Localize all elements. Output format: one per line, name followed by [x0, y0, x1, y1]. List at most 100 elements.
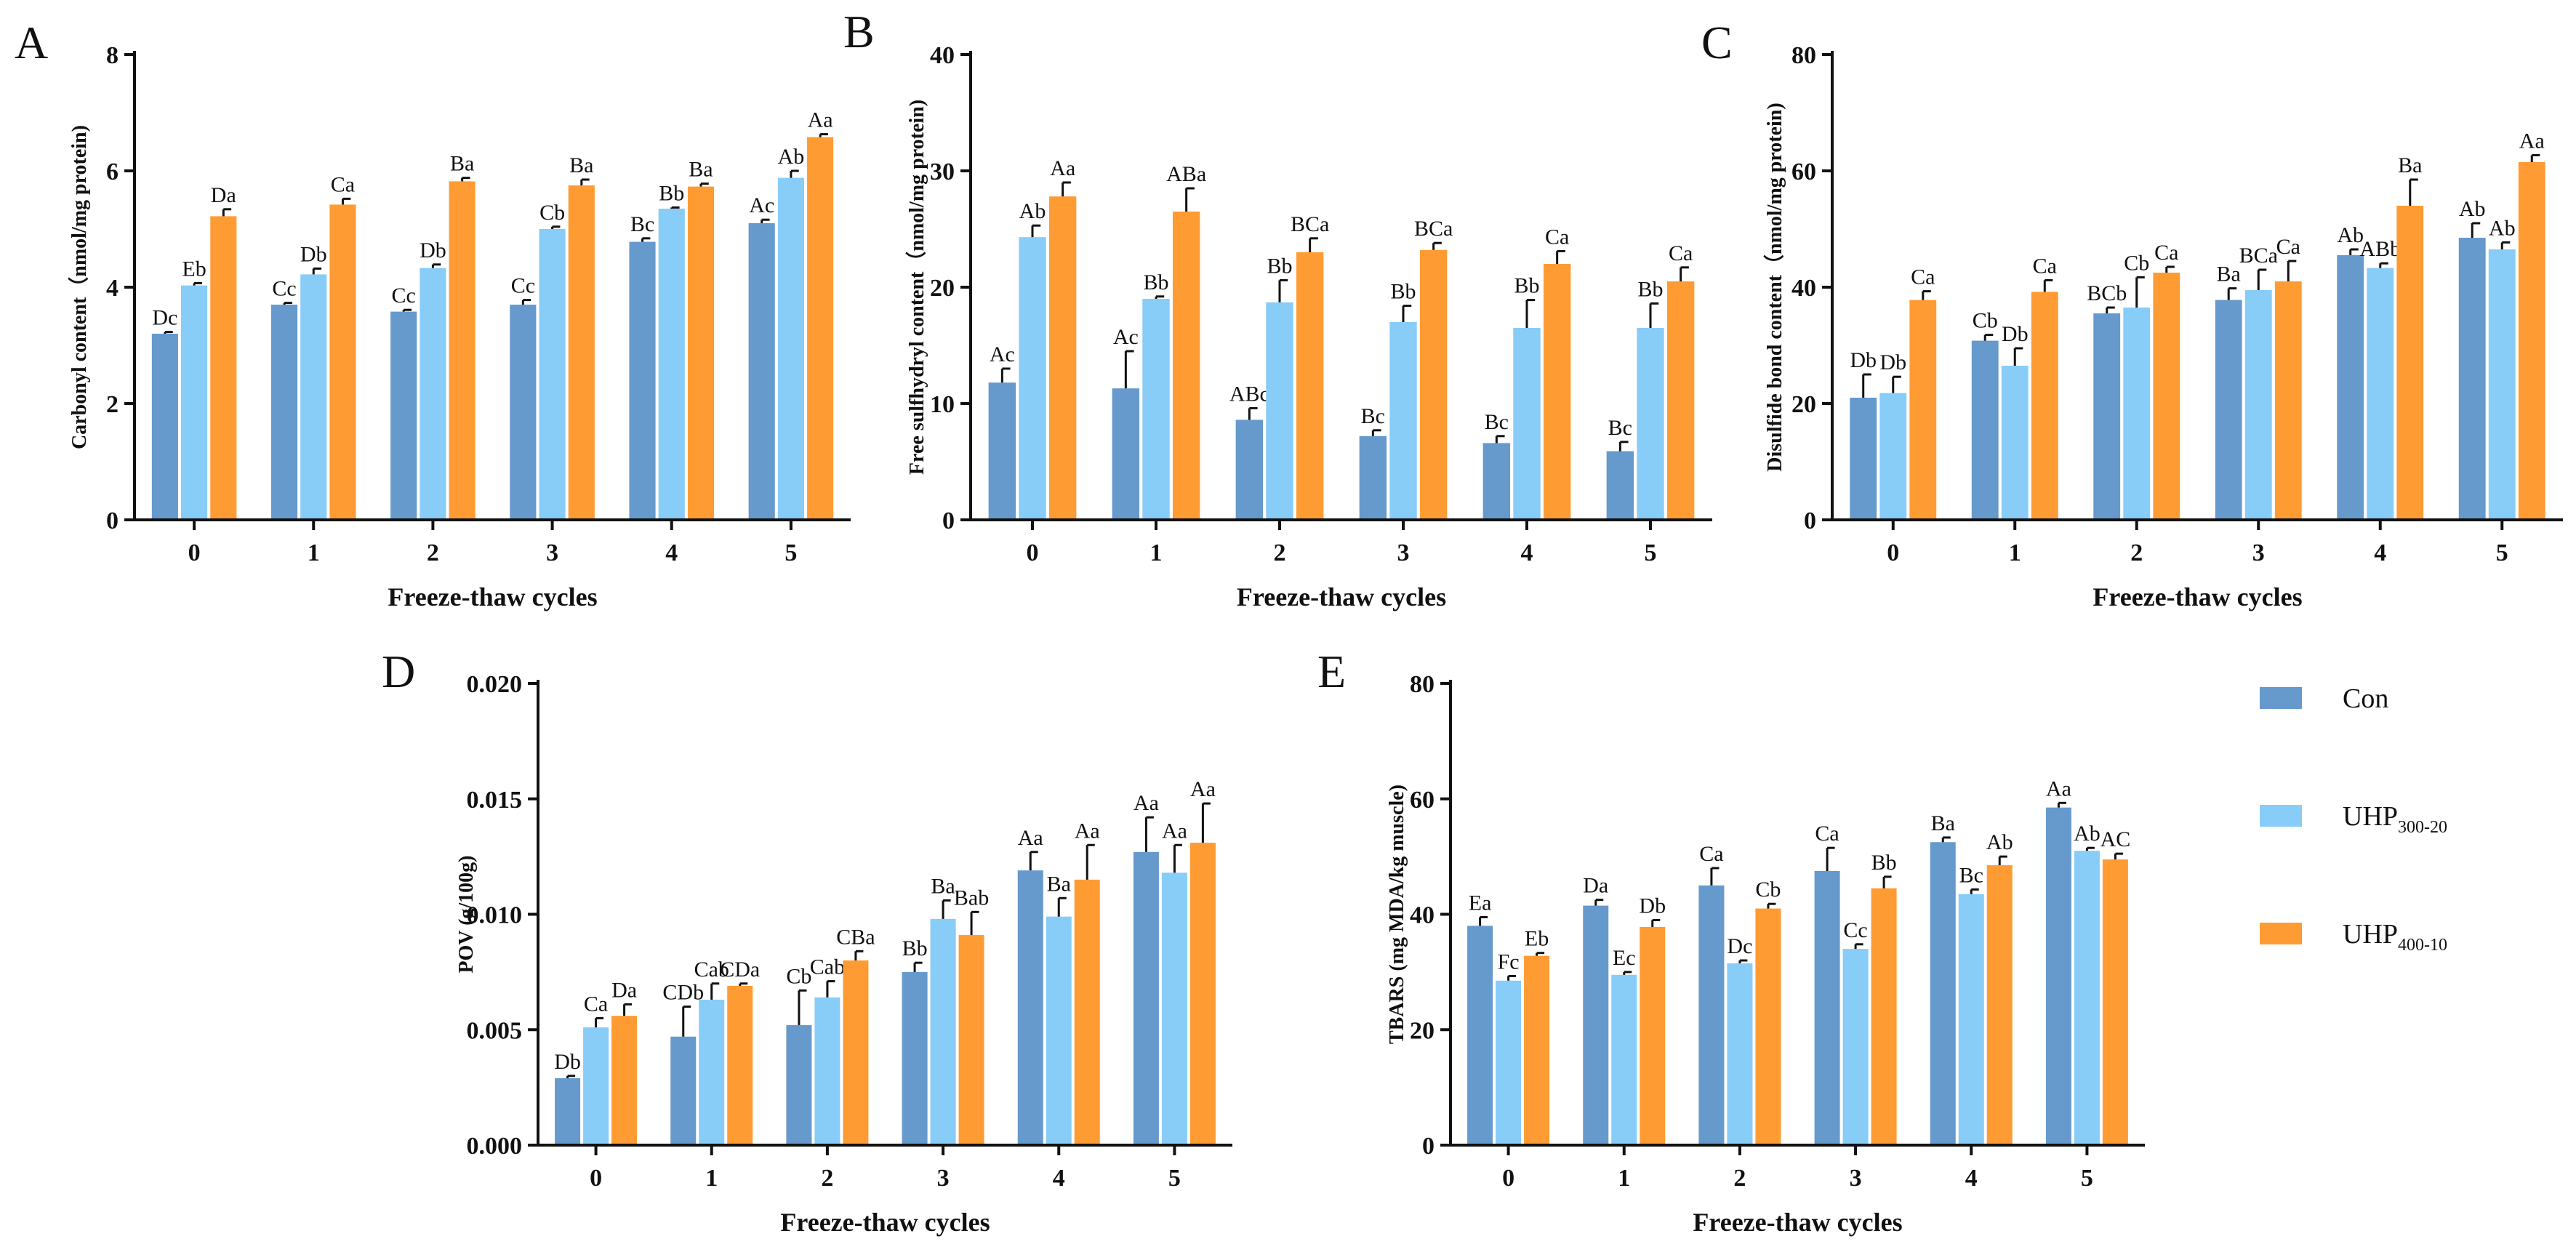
bar [151, 334, 178, 520]
bar [988, 382, 1016, 520]
x-tick-label: 3 [1397, 539, 1410, 566]
legend-label: UHP400-10 [2343, 919, 2447, 955]
bar-label: Cc [392, 284, 416, 308]
bar-label: Ec [1613, 946, 1636, 970]
bar-label: Cb [2124, 251, 2149, 275]
bar [1606, 451, 1634, 520]
bar-label: Ba [689, 158, 713, 182]
y-tick-label: 60 [1410, 787, 1435, 814]
bar [1850, 398, 1877, 520]
bar [1046, 916, 1072, 1145]
bar [2396, 206, 2424, 520]
bar [2367, 268, 2394, 520]
bar-label: Bc [1608, 416, 1632, 440]
legend-label: UHP300-20 [2343, 801, 2447, 837]
bar [1266, 302, 1293, 520]
bar-label: Ca [1699, 842, 1723, 866]
bar-label: Bb [1267, 254, 1292, 278]
panel-letter: C [1701, 17, 1733, 68]
bar [1755, 908, 1781, 1145]
bar [2031, 292, 2058, 520]
bar [2102, 859, 2128, 1145]
bar [658, 209, 685, 520]
bar [1235, 420, 1264, 520]
bar [1482, 443, 1511, 520]
x-tick-label: 1 [2009, 539, 2021, 566]
legend-label-base: UHP [2343, 801, 2398, 832]
bar-label: Cab [810, 955, 845, 979]
bar-label: Aa [2519, 129, 2545, 153]
bar [1133, 851, 1159, 1145]
bar [1640, 926, 1666, 1145]
bar [2488, 249, 2516, 520]
bar-label: Db [1639, 894, 1666, 918]
bar-label: Ba [569, 153, 593, 177]
y-tick-label: 0.005 [467, 1017, 523, 1044]
bar-label: Cb [539, 201, 565, 225]
bar [1666, 281, 1695, 520]
bar-label: Ca [1911, 265, 1935, 289]
bar-label: Ba [931, 874, 955, 898]
legend-label-subscript: 300-20 [2398, 818, 2447, 837]
bar-label: CBa [836, 925, 875, 949]
bar-label: Cc [1843, 918, 1867, 942]
x-tick-label: 3 [937, 1165, 950, 1192]
bar [1909, 300, 1937, 520]
x-tick-label: 5 [2496, 539, 2508, 566]
y-tick-label: 0 [106, 507, 119, 534]
bar-label: Da [611, 978, 637, 1002]
bar-label: Aa [1190, 777, 1216, 801]
bar-label: Ac [1113, 325, 1139, 349]
bar [843, 960, 869, 1145]
x-tick-label: 1 [308, 539, 320, 566]
bar [329, 204, 356, 520]
bar-label: ABc [1229, 382, 1269, 406]
y-tick-label: 20 [930, 275, 955, 302]
bar-label: BCa [2239, 244, 2278, 268]
bar-label: Ab [1986, 830, 2013, 854]
panel-letter: A [15, 17, 48, 68]
bar-label: Dc [1727, 934, 1752, 958]
x-tick-label: 0 [590, 1165, 602, 1192]
bar [1524, 955, 1550, 1145]
bar [2458, 238, 2486, 520]
bar-label: Db [1850, 348, 1877, 372]
bar [1543, 264, 1571, 520]
panel-letter: D [382, 646, 415, 697]
bar-label: Db [1879, 350, 1906, 374]
bar [699, 999, 725, 1145]
legend-label: Con [2343, 683, 2388, 714]
bar [1842, 949, 1869, 1145]
bar-label: Ba [2398, 153, 2422, 177]
bar [930, 918, 956, 1145]
x-tick-label: 1 [1618, 1165, 1630, 1192]
bar [1496, 980, 1522, 1145]
bar [2518, 162, 2545, 520]
bar-label: Aa [1162, 819, 1187, 843]
bar-label: Bc [1485, 410, 1509, 434]
x-tick-label: 0 [1027, 539, 1039, 566]
bar-label: Cb [1755, 878, 1781, 902]
bar-label: Bc [630, 212, 654, 236]
bar [1189, 843, 1216, 1145]
bar [2074, 851, 2100, 1145]
bar-label: Db [420, 238, 446, 262]
bar-label: Bab [954, 886, 989, 910]
x-tick-label: 0 [1887, 539, 1899, 566]
y-axis-title: Free sulfhydryl content（nmol/mg protein) [904, 100, 928, 475]
bar-label: BCb [2087, 281, 2127, 305]
x-tick-label: 2 [427, 539, 439, 566]
bar-label: Bb [659, 181, 684, 205]
bar-label: Aa [1075, 819, 1100, 843]
y-tick-label: 0.015 [467, 787, 523, 814]
x-tick-label: 3 [1850, 1165, 1862, 1192]
x-tick-label: 5 [2081, 1165, 2093, 1192]
legend-swatch [2260, 687, 2302, 709]
bar [670, 1036, 697, 1145]
bar [1172, 212, 1200, 520]
y-tick-label: 40 [930, 42, 955, 69]
bar-label: BCa [1291, 212, 1329, 236]
y-tick-label: 40 [1791, 275, 1816, 302]
